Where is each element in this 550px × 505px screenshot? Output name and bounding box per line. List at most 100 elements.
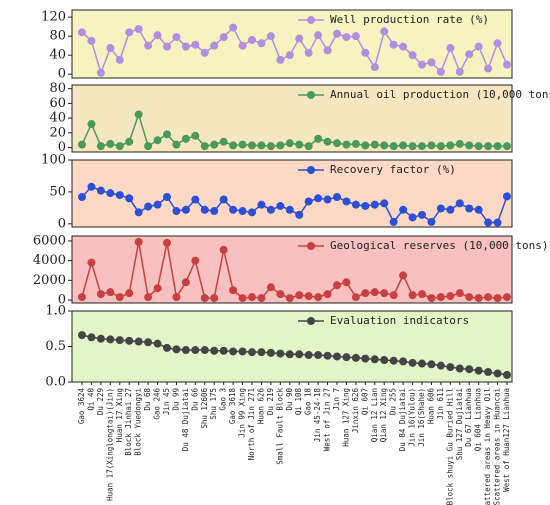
point [163,343,171,352]
series-line [81,334,508,376]
point [134,25,143,34]
point [191,195,200,204]
point [408,142,417,151]
legend-label: Geological reserves (10,000 tons) [330,239,549,252]
legend-label: Well production rate (%) [330,13,489,26]
x-tick-label: Jin 16(Yulou) [408,388,417,447]
x-tick-label: Shu 175 [209,388,218,420]
point [248,208,256,217]
x-tick-label: Du 255 [389,388,398,415]
point [465,141,474,150]
y-tick-label: 0 [58,293,66,308]
point [96,290,105,299]
point [399,141,408,150]
point [446,363,455,372]
point [484,142,493,151]
series-line [81,185,508,224]
point [191,346,200,355]
point [219,33,228,42]
point [503,192,511,201]
point [285,51,294,60]
point [380,289,389,298]
x-tick-label: Du 219 [266,388,275,415]
legend-label: Annual oil production (10,000 tons) [330,88,550,101]
point [333,29,341,38]
x-tick-label: Qi 108 [294,388,303,416]
x-tick-label: Gao 246 [153,388,162,420]
point [361,48,370,57]
point [181,346,190,355]
point [465,365,474,374]
point [427,360,436,369]
point [484,64,493,73]
point [314,351,323,360]
point [323,137,332,146]
point [295,350,304,359]
point [219,137,228,146]
x-tick-label: Du 67 Lianhua [464,388,473,447]
point [181,134,190,143]
point [418,359,426,368]
x-tick-label: Jin 45 [162,388,171,415]
point [361,201,370,210]
point [380,355,389,364]
point [351,32,360,41]
point [163,130,171,139]
point [87,333,96,342]
point [333,281,341,290]
point [200,205,209,214]
series-line [81,112,507,148]
point [134,237,143,246]
point [125,194,134,203]
point [200,48,209,57]
point [314,194,323,203]
point [333,352,341,361]
point [172,140,181,149]
point [257,294,266,303]
x-tick-label: Du 66 [190,388,199,411]
point [115,55,124,64]
y-tick-label: 0.0 [45,375,66,390]
point [78,140,86,149]
x-tick-label: Huan 17 Xing [115,388,124,442]
point [248,35,256,44]
x-tick-label: Huan 606 [426,388,435,425]
point [200,294,209,303]
point [474,294,483,303]
x-tick-label: West of Huan127 Lianhua [502,388,511,492]
point [181,42,190,51]
point [238,347,247,356]
y-tick-label: 40 [49,48,66,63]
point [380,27,389,36]
point [163,193,171,202]
point [465,50,474,59]
x-tick-label: Gao 18 [304,388,313,416]
point [380,141,389,150]
y-tick-label: 120 [41,10,66,25]
point [370,288,379,297]
point [389,40,398,49]
point [418,210,426,219]
x-tick-label: Qi 607 [360,388,369,415]
point [153,200,162,209]
point [474,366,483,375]
point [351,200,360,209]
x-tick-label: Shu 127 Dujiatai [455,388,464,460]
point [446,44,455,53]
point [276,349,285,358]
point [238,294,247,303]
point [210,41,219,50]
point [304,351,313,360]
point [408,358,417,367]
point [436,293,445,302]
point [408,213,417,222]
point [106,139,115,148]
point [295,140,304,149]
point [493,142,502,151]
x-tick-label: Jin 611 [436,388,445,420]
x-tick-label: West of Jin 27 [323,388,332,451]
point [484,218,493,227]
point [153,136,162,145]
point [238,140,247,149]
point [493,218,502,227]
